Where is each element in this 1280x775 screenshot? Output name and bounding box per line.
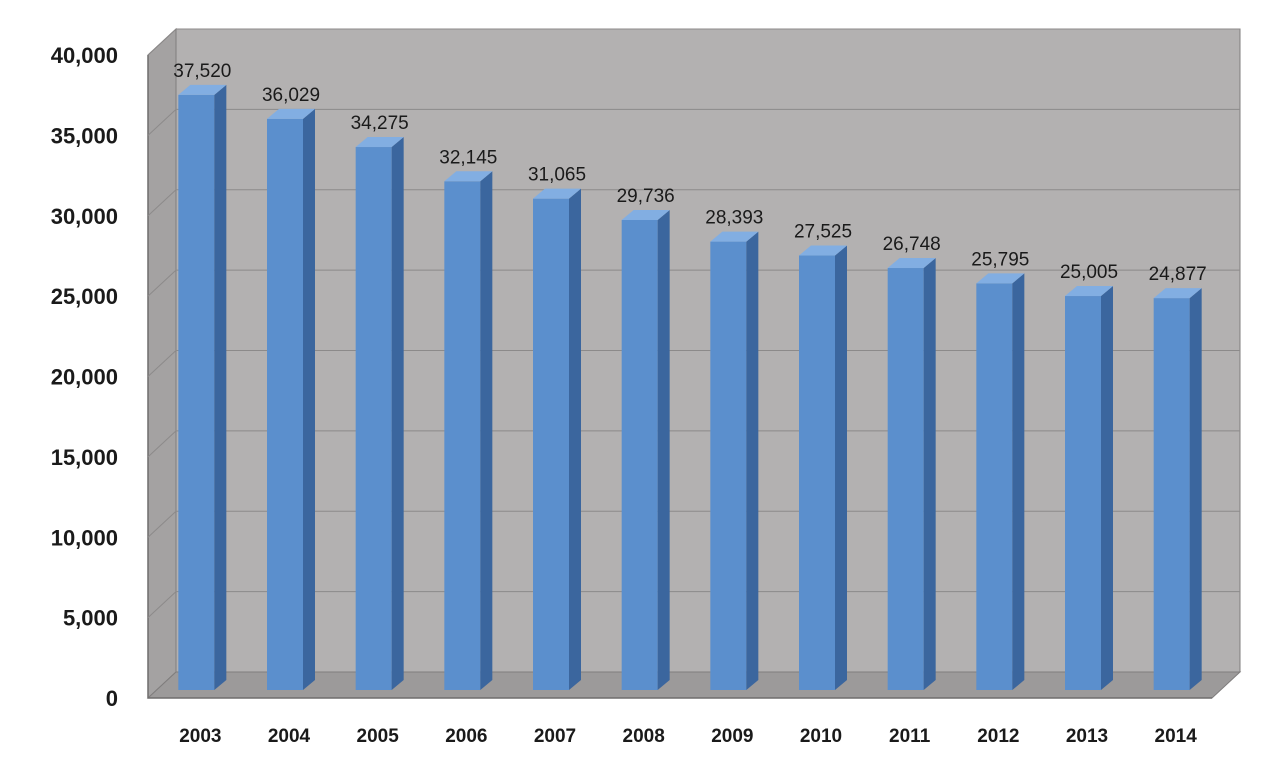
data-label: 27,525 <box>794 222 852 243</box>
bar-side <box>569 188 581 690</box>
x-tick-label: 2006 <box>445 726 487 747</box>
bar <box>976 273 1025 690</box>
bar <box>1065 286 1113 690</box>
bar <box>799 245 847 690</box>
gridline <box>147 189 1240 217</box>
bar-front <box>267 118 303 691</box>
y-tick-label: 40,000 <box>51 43 118 68</box>
bar <box>621 209 670 690</box>
bar <box>267 108 315 691</box>
bar-front <box>621 219 658 690</box>
bar-front <box>1065 296 1101 690</box>
bar-front <box>1153 298 1190 690</box>
y-tick-label: 20,000 <box>51 365 118 390</box>
gridline <box>147 350 1240 377</box>
bar-side <box>391 137 404 691</box>
gridline <box>147 591 1240 618</box>
x-tick-label: 2008 <box>623 726 665 747</box>
y-axis-tick-labels: 0 5,000 10,000 15,000 20,000 25,000 30,000 35,0… <box>51 43 118 711</box>
bar-top <box>444 171 493 182</box>
x-tick-label: 2007 <box>534 726 576 747</box>
bar-top <box>178 84 227 95</box>
bar <box>533 188 581 690</box>
data-label: 24,877 <box>1149 264 1207 285</box>
bar-side <box>746 231 759 690</box>
gridline <box>147 510 1240 538</box>
bar <box>887 258 936 690</box>
bar-side <box>1189 288 1202 690</box>
x-tick-label: 2009 <box>711 726 753 747</box>
y-tick-label: 0 <box>106 686 118 711</box>
bar-front <box>533 198 569 690</box>
bar-side <box>835 245 847 690</box>
x-tick-label: 2012 <box>977 726 1019 747</box>
bar-top <box>799 245 847 256</box>
data-label: 34,275 <box>351 113 409 134</box>
bar-top <box>267 108 315 119</box>
gridline <box>147 430 1240 458</box>
bar-top <box>887 258 936 269</box>
bar-side <box>923 258 936 690</box>
bar <box>1153 288 1202 690</box>
x-tick-label: 2005 <box>357 726 400 747</box>
data-label: 37,520 <box>173 61 231 82</box>
bar-front <box>887 268 924 690</box>
y-tick-label: 15,000 <box>51 445 118 470</box>
y-tick-label: 25,000 <box>51 284 118 309</box>
bar-top <box>533 188 581 199</box>
gridline <box>147 108 1240 136</box>
bar-side <box>303 108 315 691</box>
bar-side <box>480 171 493 691</box>
bar-front <box>710 241 747 690</box>
x-tick-label: 2013 <box>1066 726 1108 747</box>
data-label: 36,029 <box>262 85 320 106</box>
gridline <box>147 28 1240 56</box>
data-label: 26,748 <box>883 234 941 255</box>
bar <box>178 84 227 691</box>
bar <box>710 231 759 690</box>
bar-top <box>710 231 759 242</box>
bar-front <box>355 147 392 691</box>
bar-top <box>976 273 1025 284</box>
x-tick-label: 2010 <box>800 726 842 747</box>
data-label: 29,736 <box>617 186 675 207</box>
gridlines <box>147 28 1240 618</box>
y-tick-label: 35,000 <box>51 123 118 148</box>
bar-front <box>444 181 481 691</box>
bars <box>178 84 1202 691</box>
data-label: 31,065 <box>528 165 586 186</box>
bar-top <box>621 209 670 220</box>
bar <box>444 171 493 691</box>
bar-top <box>1065 286 1113 297</box>
bar-side <box>657 209 670 690</box>
gridline <box>147 269 1240 297</box>
x-tick-label: 2014 <box>1155 726 1198 747</box>
data-label: 25,005 <box>1060 262 1118 283</box>
bar-front <box>976 283 1013 690</box>
x-tick-label: 2004 <box>268 726 311 747</box>
y-tick-label: 10,000 <box>51 525 118 550</box>
bar-top <box>355 137 404 148</box>
y-tick-label: 30,000 <box>51 204 118 229</box>
x-axis-tick-labels: 2003 2004 2005 2006 2007 2008 2009 2010 2011 2012… <box>179 726 1197 747</box>
x-tick-label: 2003 <box>179 726 221 747</box>
bar-side <box>214 84 227 691</box>
bar-side <box>1012 273 1025 690</box>
data-labels: 37,520 36,029 34,275 32,145 31,065 29,736 28,3… <box>173 61 1206 285</box>
y-tick-label: 5,000 <box>63 606 118 631</box>
bar-top <box>1153 288 1202 299</box>
data-label: 25,795 <box>971 249 1029 270</box>
bar-side <box>1101 286 1113 690</box>
bar-front <box>799 255 835 690</box>
x-tick-label: 2011 <box>889 726 931 747</box>
bar-front <box>178 94 215 691</box>
bar <box>355 137 404 691</box>
data-label: 28,393 <box>705 208 763 229</box>
data-label: 32,145 <box>439 147 497 168</box>
